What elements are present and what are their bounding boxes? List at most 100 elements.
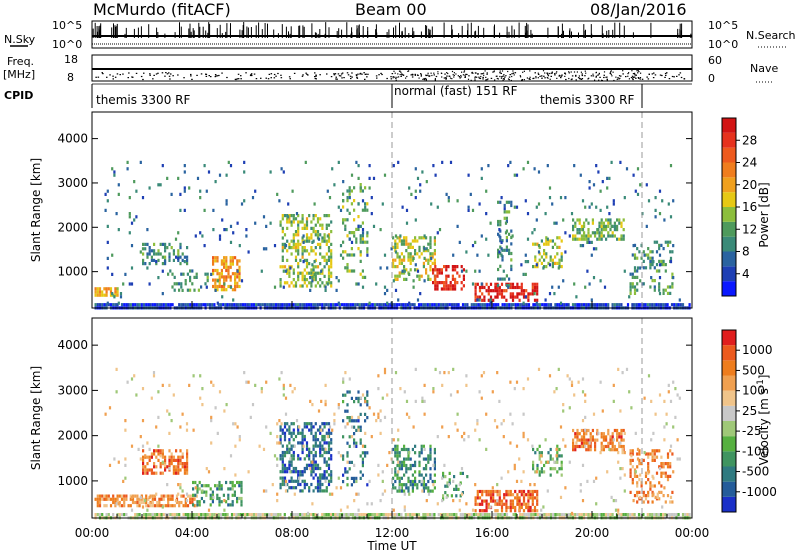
velocity-cell xyxy=(636,452,639,456)
velocity-cell xyxy=(463,438,466,442)
power-cell xyxy=(94,293,97,297)
power-cell xyxy=(485,212,488,216)
power-cell xyxy=(599,279,602,283)
power-cell xyxy=(216,256,219,260)
power-cell xyxy=(574,234,577,238)
power-cell xyxy=(583,224,586,228)
velocity-cell xyxy=(172,465,175,469)
power-cell xyxy=(510,258,513,262)
power-cell xyxy=(323,233,326,237)
velocity-cell xyxy=(262,489,266,493)
power-cell xyxy=(297,246,300,250)
velocity-cell xyxy=(107,494,110,498)
velocity-cell xyxy=(654,495,657,499)
power-cell xyxy=(305,217,309,221)
velocity-cell xyxy=(222,493,225,497)
velocity-cell xyxy=(578,438,581,442)
velocity-cell xyxy=(486,513,489,517)
velocity-cell xyxy=(471,508,475,512)
power-cell xyxy=(632,244,635,248)
power-cell xyxy=(259,303,262,307)
velocity-cell xyxy=(573,393,576,397)
power-cell xyxy=(508,210,511,214)
velocity-cell xyxy=(366,416,369,420)
nave-dot xyxy=(499,70,501,72)
nave-dot xyxy=(620,75,622,77)
power-cell xyxy=(229,265,232,269)
velocity-cell xyxy=(538,457,541,461)
velocity-cell xyxy=(664,474,667,478)
velocity-cell xyxy=(337,403,340,407)
power-cell xyxy=(225,199,228,203)
velocity-cell xyxy=(536,499,539,503)
power-cell xyxy=(438,271,441,275)
power-cell xyxy=(403,236,406,240)
power-cell xyxy=(461,303,465,307)
velocity-cell xyxy=(201,403,204,407)
velocity-cell xyxy=(142,497,146,501)
power-cell xyxy=(551,202,554,206)
velocity-cell xyxy=(509,412,512,416)
power-cell xyxy=(292,242,295,246)
velocity-cell xyxy=(616,448,619,452)
velocity-cell xyxy=(316,466,320,471)
power-cell xyxy=(494,295,497,299)
velocity-cell xyxy=(631,465,634,469)
velocity-cell xyxy=(279,454,282,458)
velocity-cell xyxy=(397,438,400,442)
power-cell xyxy=(629,272,632,276)
power-cell xyxy=(357,282,360,286)
velocity-cell xyxy=(394,454,397,458)
power-cell xyxy=(497,219,500,224)
velocity-cell xyxy=(427,454,430,458)
power-cell xyxy=(424,303,427,307)
velocity-cell xyxy=(344,470,347,474)
power-cell xyxy=(666,243,670,247)
nave-dot xyxy=(511,75,513,78)
power-cell xyxy=(309,288,312,292)
power-cell xyxy=(193,288,196,292)
nave-dot xyxy=(486,72,488,74)
power-cell xyxy=(308,262,311,266)
velocity-cell xyxy=(290,434,293,439)
velocity-cell xyxy=(647,478,650,482)
velocity-cell xyxy=(575,441,578,445)
power-cell xyxy=(164,255,167,259)
power-cell xyxy=(223,259,226,263)
power-cell xyxy=(177,249,180,253)
velocity-cell xyxy=(129,494,132,498)
velocity-cell xyxy=(145,513,148,517)
nave-dot xyxy=(522,71,524,73)
velocity-cell xyxy=(632,499,635,503)
velocity-cell xyxy=(284,489,288,493)
velocity-cell xyxy=(501,513,504,517)
power-cell xyxy=(103,293,106,297)
power-cell xyxy=(294,246,298,250)
power-cell xyxy=(432,268,435,272)
velocity-cell xyxy=(485,489,488,494)
power-cell xyxy=(308,252,311,256)
nave-dot xyxy=(568,77,570,80)
power-cell xyxy=(408,186,411,190)
power-cell xyxy=(478,295,482,299)
power-cell xyxy=(434,281,437,285)
velocity-cell xyxy=(505,509,508,513)
power-cell xyxy=(301,274,304,278)
velocity-cell xyxy=(150,396,153,400)
power-cell xyxy=(500,196,503,200)
power-cell xyxy=(357,227,360,231)
velocity-cell xyxy=(314,463,317,467)
power-cell xyxy=(229,240,233,244)
velocity-cell xyxy=(103,494,106,498)
power-cell xyxy=(313,260,316,264)
power-cell xyxy=(535,263,538,267)
velocity-cell xyxy=(392,483,395,487)
velocity-cell xyxy=(366,451,369,455)
nave-dot xyxy=(431,74,433,77)
power-cell xyxy=(305,284,309,288)
power-cell xyxy=(312,278,315,282)
power-cell xyxy=(505,210,508,214)
velocity-cell xyxy=(261,513,264,517)
velocity-cell xyxy=(319,444,322,448)
power-cell xyxy=(533,228,536,232)
